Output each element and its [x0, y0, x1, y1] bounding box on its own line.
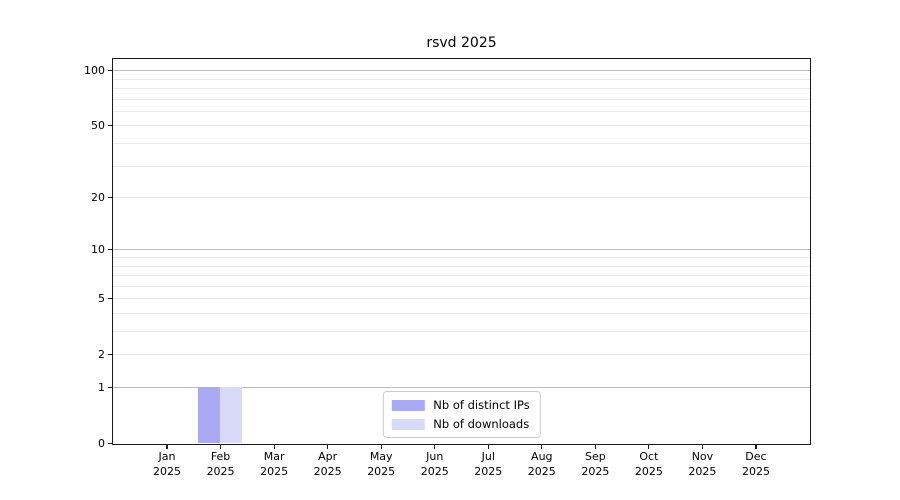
- x-tick-month: Jan: [158, 450, 176, 463]
- gridline-major-1: [113, 387, 810, 388]
- x-tickmark-feb-2025: [219, 444, 222, 449]
- y-tick-label-1: 1: [98, 380, 105, 394]
- gridline-minor-70: [113, 98, 810, 100]
- y-tick-label-20: 20: [91, 190, 105, 204]
- x-tick-month: Jun: [426, 450, 444, 463]
- x-tick-label-nov-2025: Nov 2025: [657, 449, 747, 479]
- legend: Nb of distinct IPs Nb of downloads: [382, 391, 541, 438]
- x-tickmark-may-2025: [380, 444, 382, 449]
- x-tick-month: May: [369, 450, 393, 463]
- legend-item-distinct-ips: Nb of distinct IPs: [391, 398, 530, 412]
- x-tick-label-aug-2025: Aug 2025: [497, 449, 587, 479]
- gridline-minor-7: [113, 275, 810, 276]
- y-tickmark-5: [108, 298, 113, 300]
- bar-nb-of-downloads-feb-2025: [220, 387, 243, 443]
- x-tick-year: 2025: [313, 465, 342, 478]
- y-tickmark-0: [108, 442, 113, 445]
- gridline-minor-8: [113, 265, 810, 267]
- y-tickmark-50: [108, 125, 113, 127]
- gridline-minor-60: [113, 110, 810, 112]
- legend-item-downloads: Nb of downloads: [391, 417, 529, 431]
- x-tick-year: 2025: [153, 465, 182, 478]
- x-tick-month: Aug: [531, 450, 553, 463]
- x-tickmark-aug-2025: [541, 444, 543, 449]
- x-tick-month: Mar: [263, 450, 285, 463]
- gridline-minor-20: [113, 197, 810, 199]
- bar-nb-of-distinct-ips-feb-2025: [198, 387, 221, 443]
- x-tick-label-jul-2025: Jul 2025: [443, 449, 533, 479]
- x-tickmark-jan-2025: [166, 444, 168, 449]
- gridline-major-10: [113, 249, 810, 251]
- x-tick-label-jun-2025: Jun 2025: [390, 449, 480, 479]
- y-tickmark-100: [108, 70, 113, 72]
- plot-canvas: Nb of distinct IPs Nb of downloads: [113, 59, 810, 444]
- x-tickmark-apr-2025: [327, 444, 329, 449]
- x-tickmark-nov-2025: [701, 444, 703, 449]
- x-tick-year: 2025: [420, 465, 449, 478]
- x-tick-year: 2025: [741, 465, 770, 478]
- y-tick-label-5: 5: [98, 291, 105, 305]
- y-tickmark-20: [108, 196, 113, 199]
- x-tick-month: Nov: [691, 450, 714, 463]
- y-tickmark-2: [108, 354, 113, 356]
- x-tick-month: Dec: [745, 450, 767, 463]
- x-tick-year: 2025: [206, 465, 235, 478]
- x-tick-month: Jul: [481, 450, 495, 463]
- gridline-minor-90: [113, 78, 810, 80]
- y-tick-label-50: 50: [91, 118, 105, 132]
- legend-label-downloads: Nb of downloads: [433, 417, 530, 431]
- x-tick-label-dec-2025: Dec 2025: [711, 449, 801, 479]
- x-tickmark-jul-2025: [487, 444, 489, 449]
- gridline-minor-5: [113, 298, 810, 300]
- x-tick-year: 2025: [474, 465, 503, 478]
- x-tick-year: 2025: [367, 465, 396, 478]
- legend-swatch-distinct-ips-icon: [391, 399, 425, 411]
- x-tick-label-apr-2025: Apr 2025: [283, 449, 373, 479]
- legend-label-distinct-ips: Nb of distinct IPs: [433, 398, 530, 412]
- x-tick-month: Sep: [584, 450, 606, 463]
- x-tick-year: 2025: [260, 465, 289, 478]
- y-tick-label-100: 100: [84, 63, 105, 77]
- legend-swatch-downloads-icon: [391, 418, 425, 430]
- x-tick-label-sep-2025: Sep 2025: [550, 449, 640, 479]
- gridline-major-100: [113, 70, 810, 72]
- x-tick-year: 2025: [581, 465, 610, 478]
- gridline-minor-2: [113, 354, 810, 356]
- x-tick-label-feb-2025: Feb 2025: [176, 449, 266, 479]
- x-tick-label-oct-2025: Oct 2025: [604, 449, 694, 479]
- gridline-minor-9: [113, 257, 810, 258]
- gridline-minor-3: [113, 331, 810, 332]
- x-tickmark-jun-2025: [434, 444, 436, 449]
- y-tick-label-0: 0: [98, 436, 105, 450]
- x-tick-month: Oct: [639, 450, 659, 463]
- y-tickmark-10: [108, 249, 113, 251]
- plot-area: Nb of distinct IPs Nb of downloads: [112, 58, 811, 445]
- gridline-minor-80: [113, 88, 810, 89]
- x-tick-label-mar-2025: Mar 2025: [229, 449, 319, 479]
- gridline-minor-40: [113, 143, 810, 144]
- gridline-minor-6: [113, 285, 810, 287]
- x-tick-label-may-2025: May 2025: [336, 449, 426, 479]
- x-tick-month: Apr: [318, 450, 338, 463]
- x-tick-year: 2025: [527, 465, 556, 478]
- x-tickmark-dec-2025: [755, 444, 757, 449]
- gridline-minor-4: [113, 313, 810, 314]
- x-tickmark-mar-2025: [273, 444, 275, 449]
- gridline-minor-50: [113, 125, 810, 127]
- x-tick-label-jan-2025: Jan 2025: [122, 449, 212, 479]
- y-tickmark-1: [108, 386, 113, 389]
- x-tick-year: 2025: [688, 465, 717, 478]
- x-tick-month: Feb: [210, 450, 231, 463]
- x-tickmark-sep-2025: [594, 444, 596, 449]
- chart-title: rsvd 2025: [426, 35, 497, 51]
- x-tickmark-oct-2025: [648, 444, 650, 449]
- y-tick-label-2: 2: [98, 347, 105, 361]
- y-tick-label-10: 10: [91, 242, 105, 256]
- gridline-minor-30: [113, 165, 810, 167]
- x-tick-year: 2025: [634, 465, 663, 478]
